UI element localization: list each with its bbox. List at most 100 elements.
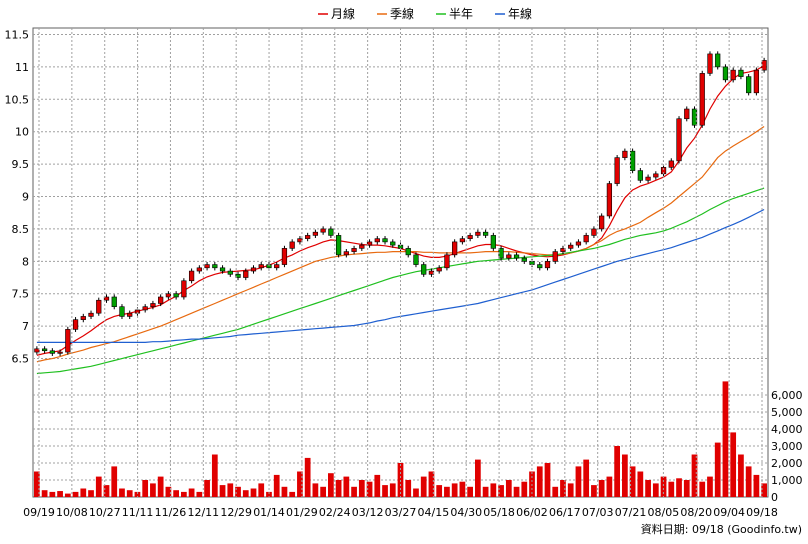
x-tick-label: 09/18 (746, 506, 778, 519)
x-tick-label: 06/02 (516, 506, 548, 519)
legend-label: 月線 (331, 6, 355, 21)
volume-bar (374, 474, 381, 497)
candle-body (204, 264, 210, 269)
volume-tick-label: 4,000 (771, 423, 803, 436)
candle-body (653, 173, 659, 178)
candle-body (753, 69, 760, 94)
candle-body (359, 244, 365, 249)
price-tick-label: 6.5 (12, 353, 30, 366)
x-tick-label: 11/11 (122, 506, 154, 519)
candle-body (537, 264, 543, 269)
volume-bar (95, 476, 102, 497)
x-tick-label: 06/17 (549, 506, 581, 519)
candle-body (258, 264, 264, 269)
x-tick-label: 08/20 (680, 506, 712, 519)
volume-bar (173, 490, 179, 497)
x-tick-label: 04/30 (450, 506, 482, 519)
ma-line-2 (36, 126, 765, 363)
price-tick-label: 10.5 (5, 93, 30, 106)
price-tick-label: 8.5 (12, 223, 30, 236)
candle-body (196, 267, 202, 272)
volume-bar (560, 480, 566, 497)
volume-bar (204, 480, 210, 497)
volume-bar (513, 486, 520, 497)
volume-bar (606, 476, 613, 497)
candle-body (552, 251, 558, 262)
volume-bar (544, 463, 551, 497)
candle-body (165, 293, 172, 298)
candle-body (645, 176, 651, 181)
volume-bar (111, 466, 118, 497)
volume-bar (436, 485, 443, 497)
volume-bar (335, 480, 342, 497)
volume-bar (196, 491, 203, 497)
candle-body (227, 270, 233, 275)
candle-body (127, 312, 133, 317)
candle-body (34, 348, 40, 353)
ma-line-3 (36, 187, 765, 375)
volume-bar (761, 483, 767, 497)
volume-bar (103, 485, 110, 497)
volume-bar (683, 480, 690, 497)
price-tick-label: 9 (22, 191, 29, 204)
volume-bar (521, 481, 528, 497)
volume-bar (304, 457, 311, 497)
volume-bar (622, 454, 628, 497)
volume-bar (227, 483, 234, 497)
volume-bar (320, 486, 326, 497)
candle-body (111, 296, 117, 308)
candle-body (637, 170, 643, 181)
volume-bar (235, 486, 241, 497)
candle-body (173, 293, 179, 298)
candle-body (320, 228, 326, 233)
candle-body (72, 319, 79, 330)
volume-bar (49, 491, 56, 497)
price-tick-label: 10 (15, 126, 29, 139)
volume-bar (126, 490, 133, 497)
x-tick-label: 03/12 (352, 506, 384, 519)
x-axis: 09/19 10/08 10/27 11/11 11/26 12/11 12/29 01/14… (23, 28, 778, 519)
candle-body (730, 69, 736, 81)
candle-body (699, 73, 705, 126)
candle-body (289, 241, 295, 249)
candle-body (452, 241, 458, 256)
candle-body (684, 108, 690, 120)
volume-bar (722, 381, 729, 497)
candle-body (668, 160, 674, 168)
volume-bar (250, 488, 257, 497)
volume-bar (552, 486, 559, 497)
candle-body (235, 273, 241, 278)
volume-bar (328, 473, 334, 497)
candle-body (57, 351, 63, 354)
volume-bar (211, 454, 218, 497)
price-tick-label: 7.5 (12, 288, 30, 301)
volume-bar (691, 454, 698, 497)
candle-body (614, 157, 620, 184)
candle-body (219, 267, 226, 272)
candle-body (312, 231, 319, 236)
candle-body (622, 150, 628, 158)
candle-body (691, 108, 698, 126)
volume-bar (707, 476, 713, 497)
candle-body (544, 261, 551, 269)
candle-body (738, 69, 744, 77)
candle-body (150, 303, 156, 308)
volume-bar (660, 476, 667, 497)
candle-body (250, 267, 257, 272)
candle-body (49, 350, 55, 354)
candle-body (382, 238, 388, 243)
x-tick-label: 07/21 (615, 506, 647, 519)
candle-body (103, 296, 110, 301)
volume-bar (699, 481, 706, 497)
volume-bar (482, 486, 489, 497)
x-tick-label: 10/27 (89, 506, 121, 519)
candle-body (575, 241, 582, 246)
candle-body (88, 312, 94, 317)
volume-bar (266, 491, 272, 497)
volume-bar (652, 483, 659, 497)
candle-body (444, 254, 450, 269)
volume-bar (614, 446, 620, 497)
volume-bar (258, 483, 265, 497)
volume-bar (358, 480, 365, 497)
